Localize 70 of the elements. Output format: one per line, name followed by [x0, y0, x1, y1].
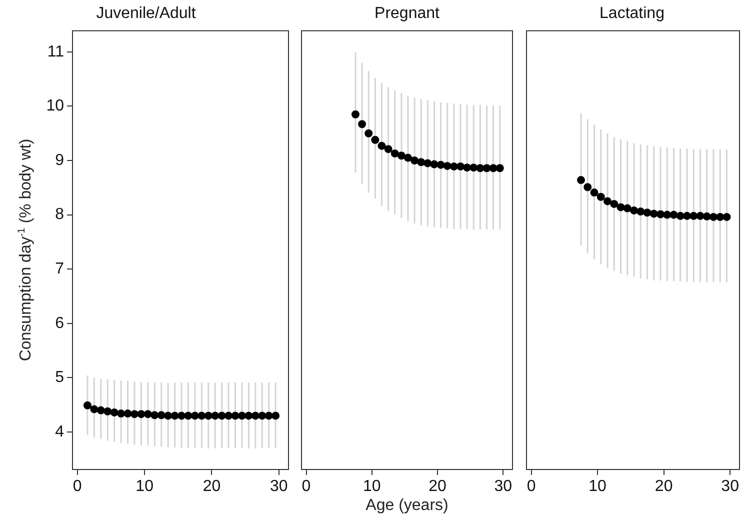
point [636, 208, 645, 216]
point [424, 159, 432, 168]
point [676, 212, 684, 220]
x-axis-title: Age (years) [366, 497, 448, 515]
point [663, 210, 672, 219]
x-tick-label: 0 [302, 478, 311, 496]
x-tick-label: 20 [428, 478, 447, 496]
point [670, 210, 678, 219]
point [716, 212, 724, 221]
chart-title: Juvenile/Adult [96, 5, 196, 22]
point [650, 210, 658, 218]
x-tick-label: 10 [588, 478, 607, 496]
y-tick-label: 8 [55, 206, 64, 224]
point [630, 206, 638, 214]
y-tick-label: 7 [55, 260, 64, 278]
x-tick-label: 0 [72, 478, 82, 496]
point [590, 188, 598, 197]
point [656, 210, 664, 218]
y-tick-label: 10 [46, 98, 64, 115]
point [623, 204, 632, 212]
point [351, 110, 360, 118]
point [371, 136, 380, 144]
point [358, 120, 366, 128]
point [496, 164, 504, 172]
x-tick-label: 10 [136, 478, 154, 496]
point [482, 164, 491, 172]
point [456, 162, 464, 170]
point [489, 164, 498, 172]
y-tick-label: 5 [55, 369, 64, 386]
x-tick-label: 20 [202, 478, 221, 496]
y-tick-label: 6 [55, 314, 64, 332]
y-tick-label: 11 [47, 43, 64, 60]
point [417, 158, 426, 166]
point [404, 154, 412, 162]
point [364, 129, 373, 138]
x-tick-label: 0 [526, 478, 536, 496]
point [722, 212, 731, 221]
point [643, 208, 652, 217]
point [584, 183, 592, 192]
point [443, 162, 452, 170]
point [390, 149, 399, 158]
point [397, 152, 406, 160]
x-tick-label: 10 [362, 478, 381, 496]
point [576, 176, 585, 184]
point [603, 197, 612, 206]
point [410, 156, 419, 165]
point [470, 164, 478, 172]
point [696, 212, 704, 220]
point [710, 212, 718, 221]
point [436, 160, 445, 169]
x-tick-label: 30 [270, 478, 288, 496]
x-tick-label: 20 [654, 478, 673, 496]
point [702, 212, 711, 220]
x-tick-label: 30 [494, 478, 512, 496]
x-tick-label: 30 [721, 478, 740, 496]
y-tick-label: 4 [55, 423, 64, 440]
point [616, 203, 625, 212]
point [596, 192, 605, 201]
point [430, 160, 438, 168]
y-tick-label: 9 [55, 152, 64, 169]
chart-title: Pregnant [374, 5, 440, 22]
point [378, 142, 386, 150]
point [690, 212, 698, 220]
chart-title: Lactating [600, 5, 664, 22]
point [384, 145, 392, 154]
point [682, 212, 691, 220]
point [476, 164, 484, 172]
point [610, 200, 618, 208]
point [450, 162, 458, 170]
point [463, 164, 472, 172]
